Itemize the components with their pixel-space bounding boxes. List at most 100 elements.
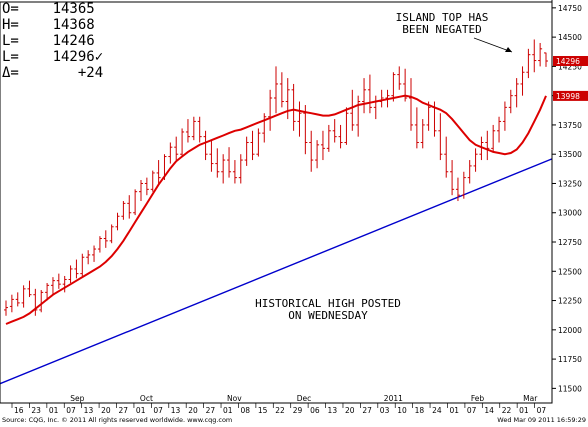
ohlc-bar [268, 89, 273, 131]
x-tick-label: 27 [119, 406, 129, 415]
ohlc-bar [420, 119, 425, 149]
y-tick-label: 12250 [558, 297, 582, 306]
x-tick-label: 01 [519, 406, 529, 415]
source-credit: Source: CQG, Inc. © 2011 All rights rese… [2, 416, 233, 424]
ohlc-bar [9, 294, 14, 313]
ohlc-bar [62, 275, 67, 293]
x-tick-label: 01 [136, 406, 146, 415]
ohlc-bar [279, 72, 284, 108]
ohlc-bar [491, 124, 496, 152]
ohlc-bar [520, 66, 525, 96]
ohlc-bar [139, 179, 143, 202]
ohlc-bar [209, 140, 214, 172]
x-tick-label: 14 [484, 406, 494, 415]
ohlc-bar [121, 201, 126, 220]
arrow-shaft [473, 37, 513, 53]
month-label: Feb [471, 394, 485, 403]
ohlc-bar [33, 288, 38, 316]
x-tick-label: 24 [432, 406, 442, 415]
ohlc-bar [86, 250, 91, 265]
ohlc-bar [426, 101, 431, 131]
ohlc-bar [15, 292, 20, 307]
ohlc-bar [45, 282, 50, 301]
month-label: Dec [297, 394, 312, 403]
y-tick-label: 14250 [558, 62, 582, 71]
ohlc-bar [303, 105, 308, 155]
low-value: 14246 [52, 33, 95, 49]
trendline-group [0, 158, 553, 385]
x-tick-label: 20 [101, 406, 111, 415]
ohlc-bar [285, 78, 290, 120]
x-tick-label: 20 [188, 406, 198, 415]
x-tick-label: 29 [293, 406, 303, 415]
timestamp: Wed Mar 09 2011 16:59:29 [497, 416, 586, 424]
historical-high-annotation: HISTORICAL HIGH POSTED ON WEDNESDAY [255, 297, 401, 322]
ohlc-bar [197, 116, 202, 143]
last-value: 14296✓ [52, 49, 104, 65]
ohlc-bar [262, 113, 267, 143]
y-tick-label: 11500 [558, 384, 582, 393]
x-tick-label: 16 [14, 406, 24, 415]
x-tick-label: 27 [362, 406, 372, 415]
x-tick-label: 22 [502, 406, 512, 415]
x-tick-label: 13 [328, 406, 338, 415]
ohlc-bar [291, 83, 296, 131]
ohlc-bar [221, 154, 226, 184]
annotation-arrow [473, 37, 513, 53]
ohlc-bar [432, 101, 437, 137]
ohlc-bar [180, 128, 185, 157]
ohlc-bar [227, 147, 232, 178]
change-label: Δ= [2, 65, 19, 81]
ohlc-bar [74, 259, 79, 279]
ohlc-bar [467, 160, 472, 184]
y-tick-label: 14500 [558, 33, 582, 42]
ohlc-bar [514, 78, 519, 108]
x-tick-label: 13 [84, 406, 94, 415]
ohlc-bar [144, 177, 149, 196]
ohlc-bar [39, 290, 44, 313]
ohlc-bar [168, 142, 173, 164]
high-value: 14368 [52, 17, 95, 33]
ohlc-bar [485, 130, 490, 161]
ohlc-bar [250, 130, 255, 161]
ohlc-bar [502, 101, 507, 131]
x-tick-label: 13 [171, 406, 181, 415]
ohlc-bar [344, 107, 349, 145]
ohlc-bar [174, 136, 179, 161]
moving-average-line [5, 94, 547, 325]
y-tick-label: 14750 [558, 4, 582, 13]
ohlc-bar [4, 300, 8, 316]
ohlc-bar [326, 124, 331, 152]
ohlc-bar [479, 136, 484, 161]
trendline [0, 158, 553, 385]
price-tag-box [553, 56, 588, 67]
ohlc-bar [80, 253, 85, 276]
ohlc-high-row: H= 14368 [2, 18, 95, 32]
ohlc-bar [526, 48, 531, 79]
ohlc-bar [156, 160, 161, 184]
ohlc-bar [508, 89, 513, 114]
ohlc-bar [92, 245, 97, 262]
month-label: Nov [227, 394, 242, 403]
ohlc-bar [185, 119, 190, 143]
ohlc-bar [103, 230, 108, 248]
month-label: Sep [70, 394, 84, 403]
y-tick-label: 13000 [558, 209, 582, 218]
ohlc-bar [191, 116, 196, 141]
ohlc-bar [379, 89, 384, 108]
x-tick-label: 01 [49, 406, 59, 415]
ohlc-bar [409, 78, 413, 131]
ohlc-bar [455, 177, 460, 202]
ohlc-bar [403, 68, 408, 102]
ohlc-bar [367, 74, 372, 114]
x-tick-label: 06 [310, 406, 320, 415]
ohlc-bar [256, 128, 261, 157]
x-tick-label: 18 [415, 406, 425, 415]
island-top-annotation: ISLAND TOP HAS BEEN NEGATED [395, 11, 489, 36]
ohlc-bar [350, 89, 355, 131]
ohlc-bar [497, 116, 502, 143]
y-tick-label: 12500 [558, 267, 582, 276]
x-tick-label: 20 [345, 406, 355, 415]
price-tag-label: 13998 [556, 92, 580, 101]
ohlc-low-row: L= 14246 [2, 34, 95, 48]
